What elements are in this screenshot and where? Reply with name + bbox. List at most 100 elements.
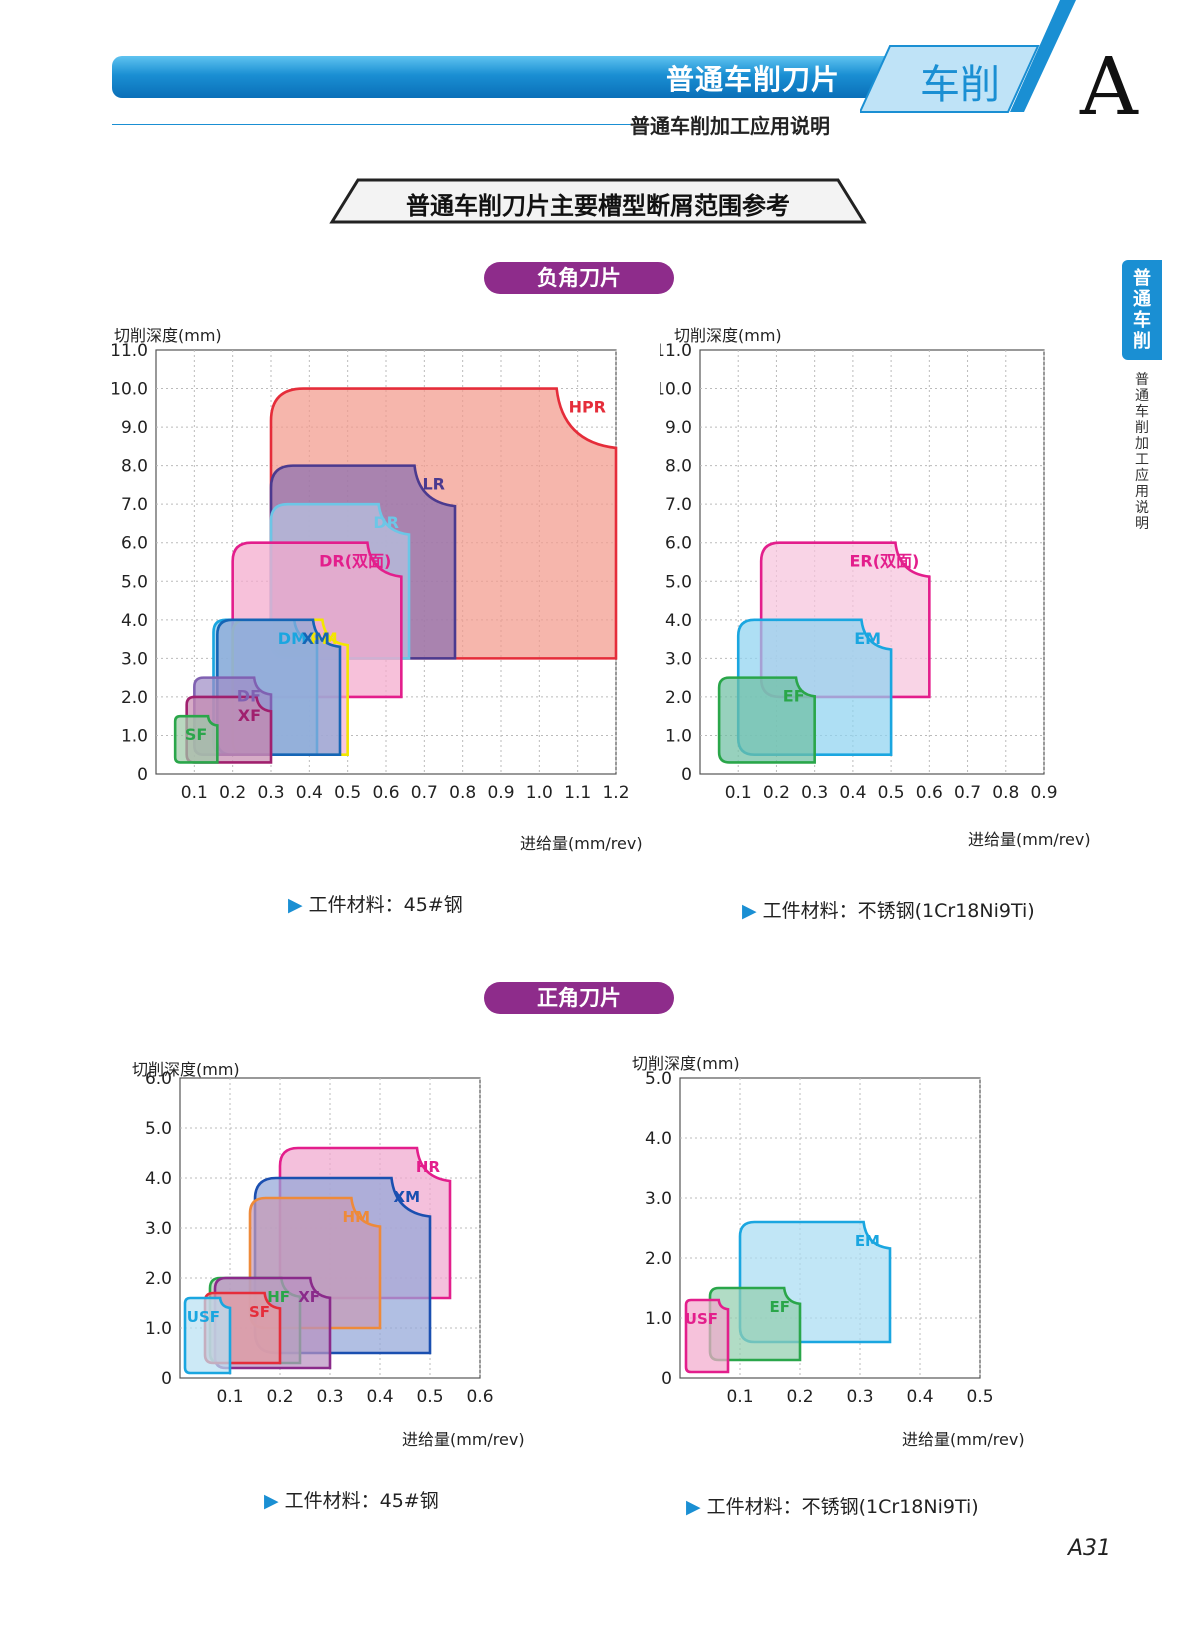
chart3-ylabel: 切削深度(mm) [132,1060,240,1079]
header-banner [112,56,902,98]
y-tick-label: 5.0 [121,572,148,592]
page-subtitle: 普通车削加工应用说明 [630,114,830,138]
series-label: EM [854,629,881,648]
x-tick-label: 0.2 [266,1387,293,1407]
series-label: DF [237,687,261,706]
series-label: EF [783,687,805,706]
chart4-xlabel: 进给量(mm/rev) [902,1430,1025,1449]
x-tick-label: 0.3 [846,1387,873,1407]
region-USF [183,1296,232,1375]
group-positive-pill: 正角刀片 [484,982,674,1014]
y-tick-label: 9.0 [121,418,148,438]
y-tick-label: 7.0 [665,495,692,515]
chart1-caption: ▶ 工件材料：45#钢 [288,894,463,916]
x-tick-label: 0.1 [216,1387,243,1407]
y-tick-label: 5.0 [645,1070,672,1089]
x-tick-label: 0.1 [181,783,208,803]
y-tick-label: 2.0 [121,688,148,708]
x-tick-label: 1.0 [526,783,553,803]
y-tick-label: 11.0 [110,341,148,361]
x-tick-label: 0.6 [916,783,943,803]
x-tick-label: 0.5 [334,783,361,803]
series-label: DR(双面) [319,552,391,571]
tab-parallelogram [860,45,1040,113]
chart2-ylabel: 切削深度(mm) [674,326,782,345]
y-tick-label: 6.0 [121,534,148,554]
x-tick-label: 0.7 [411,783,438,803]
section-letter: A [1080,40,1138,133]
series-label: ER(双面) [849,552,919,571]
y-tick-label: 4.0 [645,1129,672,1149]
y-tick-label: 0 [161,1369,172,1389]
x-tick-label: 0.6 [466,1387,493,1407]
x-tick-label: 0.3 [801,783,828,803]
x-tick-label: 1.2 [602,783,629,803]
region-USF [684,1298,730,1374]
chart4-ylabel: 切削深度(mm) [632,1054,740,1073]
group-negative-pill: 负角刀片 [484,262,674,294]
x-tick-label: 0.9 [487,783,514,803]
y-tick-label: 1.0 [665,726,692,746]
x-tick-label: 0.9 [1030,783,1057,803]
subtitle-rule [112,124,632,125]
x-tick-label: 0.2 [219,783,246,803]
x-tick-label: 0.3 [316,1387,343,1407]
y-tick-label: 3.0 [121,649,148,669]
chart1-ylabel: 切削深度(mm) [114,326,222,345]
y-tick-label: 0 [137,765,148,785]
x-tick-label: 0.5 [416,1387,443,1407]
series-label: XF [238,706,261,725]
y-tick-label: 1.0 [145,1319,172,1339]
y-tick-label: 3.0 [665,649,692,669]
chart-positive-stainless: 0.1 0.2 0.3 0.4 0.5 0 1.0 2.0 3.0 4.0 5.0 EM EF USF [645,1070,994,1407]
series-label: USF [685,1310,718,1328]
side-tab[interactable] [1122,260,1162,360]
series-label: EF [770,1298,791,1316]
y-tick-label: 3.0 [145,1219,172,1239]
x-tick-label: 0.5 [878,783,905,803]
series-label: DR [373,513,399,532]
page-number: A31 [1068,1536,1112,1561]
y-tick-label: 6.0 [145,1070,172,1089]
side-tab-label: 普通车削 [1133,268,1151,352]
series-label: USF [187,1308,220,1326]
tab-slash [1010,0,1076,112]
section-title: 普通车削刀片主要槽型断屑范围参考 [406,192,790,220]
x-tick-label: 0.4 [296,783,323,803]
y-tick-label: 8.0 [665,457,692,477]
section-title-frame [329,178,867,224]
x-tick-label: 0.8 [992,783,1019,803]
x-tick-label: 0.4 [906,1387,933,1407]
series-label: HM [343,1208,370,1226]
chart-negative-45steel: 0.1 0.2 0.3 0.4 0.5 0.6 0.7 0.8 0.9 1.0 1.1 1.2 0 1.0… [110,341,629,803]
series-label: XF [298,1288,320,1306]
tab-label: 车削 [920,62,1000,108]
series-label: LR [422,475,445,494]
x-tick-label: 0.1 [726,1387,753,1407]
x-tick-label: 1.1 [564,783,591,803]
chart-positive-45steel: 0.1 0.2 0.3 0.4 0.5 0.6 0 1.0 2.0 3.0 4.0 5.0 6.0 HR X… [145,1070,494,1407]
x-tick-label: 0.4 [366,1387,393,1407]
x-tick-label: 0.4 [839,783,866,803]
y-tick-label: 2.0 [665,688,692,708]
chart2-xlabel: 进给量(mm/rev) [968,830,1091,849]
y-tick-label: 4.0 [665,611,692,631]
y-tick-label: 6.0 [665,534,692,554]
series-label: XM [394,1188,421,1206]
y-tick-label: 3.0 [645,1189,672,1209]
chart3-caption: ▶ 工件材料：45#钢 [264,1490,439,1512]
y-tick-label: 2.0 [645,1249,672,1269]
x-tick-label: 0.5 [966,1387,993,1407]
y-tick-label: 11.0 [660,341,692,361]
banner-title: 普通车削刀片 [665,63,840,96]
y-tick-label: 4.0 [121,611,148,631]
chart-negative-stainless: 0.1 0.2 0.3 0.4 0.5 0.6 0.7 0.8 0.9 0 1.0 2.0 3.0 4.0… [660,341,1058,803]
x-tick-label: 0.2 [786,1387,813,1407]
y-tick-label: 10.0 [660,380,692,400]
chart3-xlabel: 进给量(mm/rev) [402,1430,525,1449]
chart4-caption: ▶ 工件材料：不锈钢(1Cr18Ni9Ti) [686,1496,979,1518]
chart2-caption: ▶ 工件材料：不锈钢(1Cr18Ni9Ti) [742,900,1035,922]
x-tick-label: 0.7 [954,783,981,803]
x-tick-label: 0.2 [763,783,790,803]
x-tick-label: 0.6 [372,783,399,803]
